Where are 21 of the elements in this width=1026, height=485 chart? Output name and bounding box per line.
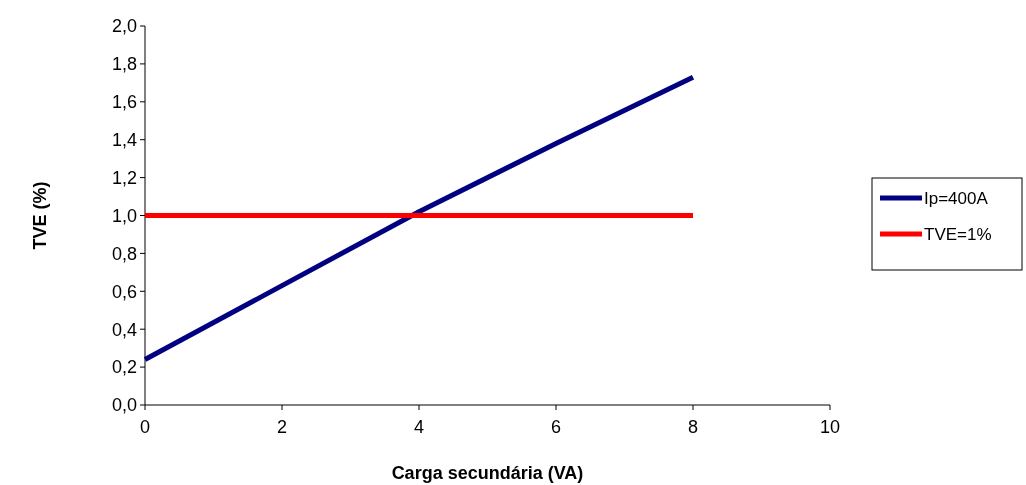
legend-label: Ip=400A xyxy=(924,188,989,208)
y-tick-label: 0,4 xyxy=(111,319,137,340)
y-tick-label: 0,8 xyxy=(111,243,137,264)
x-tick-label: 10 xyxy=(819,417,841,437)
x-tick-label: 2 xyxy=(276,417,288,437)
y-tick-label: 0,2 xyxy=(111,357,137,378)
x-axis-title: Carga secundária (VA) xyxy=(391,463,584,483)
x-tick-label: 0 xyxy=(139,417,151,437)
y-tick-label: 0,0 xyxy=(111,395,137,416)
y-tick-label: 1,4 xyxy=(111,130,137,150)
y-tick-label: 0,6 xyxy=(111,281,137,302)
y-tick-label: 2,0 xyxy=(111,16,137,37)
y-tick-label: 1,0 xyxy=(111,205,137,226)
y-tick-label: 1,6 xyxy=(111,92,137,113)
legend-label: TVE=1% xyxy=(924,224,992,244)
y-tick-label: 1,8 xyxy=(111,54,137,75)
x-tick-label: 6 xyxy=(550,417,562,437)
y-axis-title: TVE (%) xyxy=(30,181,50,250)
x-tick-label: 4 xyxy=(413,417,425,437)
y-tick-label: 1,2 xyxy=(111,167,137,188)
x-tick-label: 8 xyxy=(687,417,699,437)
